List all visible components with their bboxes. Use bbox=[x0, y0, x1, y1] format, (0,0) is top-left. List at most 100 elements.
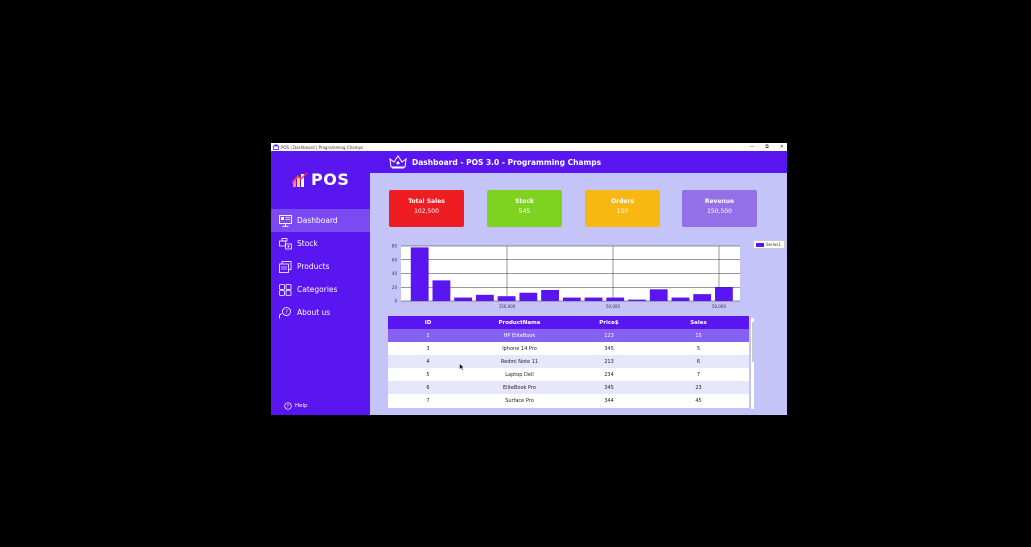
chart-bar bbox=[432, 280, 451, 301]
cell-id: 3 bbox=[426, 345, 430, 352]
table-row[interactable]: 7 Surface Pro 344 45 bbox=[388, 394, 749, 407]
column-header-price[interactable]: Price$ bbox=[599, 319, 619, 326]
sidebar-item-categories[interactable]: Categories bbox=[271, 278, 370, 301]
sidebar-item-stock[interactable]: Stock bbox=[271, 232, 370, 255]
card-value: 150 bbox=[616, 208, 629, 215]
table-header: ID ProductName Price$ Sales bbox=[388, 316, 749, 329]
cell-price: 213 bbox=[604, 358, 614, 365]
cell-id: 4 bbox=[426, 358, 430, 365]
chart-bar bbox=[562, 297, 581, 301]
sidebar-nav: Dashboard Stock Products Categories bbox=[271, 209, 370, 324]
svg-text:?: ? bbox=[287, 404, 290, 410]
chart-bar bbox=[693, 294, 712, 301]
cell-sales: 5 bbox=[696, 345, 701, 352]
chart-bar bbox=[671, 297, 690, 301]
chart-bar bbox=[454, 297, 473, 301]
chart-bar bbox=[410, 247, 429, 301]
cell-productname: HP EliteBook bbox=[503, 332, 536, 339]
card-value: 102,500 bbox=[414, 208, 439, 215]
chart-bar bbox=[497, 296, 516, 301]
stock-icon bbox=[278, 237, 292, 251]
help-icon: ? bbox=[284, 402, 292, 410]
table-row[interactable]: 4 Redmi Note 11 213 6 bbox=[388, 355, 749, 368]
minimize-button[interactable]: — bbox=[749, 144, 755, 150]
dashboard-icon bbox=[278, 214, 292, 228]
chart-y-tick-label: 40 bbox=[392, 271, 398, 276]
products-table[interactable]: ID ProductName Price$ Sales 2 HP EliteBo… bbox=[388, 316, 749, 408]
cell-sales: 23 bbox=[695, 384, 702, 391]
chart-y-tick-label: 20 bbox=[392, 285, 398, 290]
cell-productname: Laptop Dell bbox=[505, 371, 534, 378]
svg-text:?: ? bbox=[285, 309, 288, 315]
column-header-productname[interactable]: ProductName bbox=[498, 319, 541, 326]
table-scrollbar[interactable] bbox=[751, 318, 754, 409]
page-title: Dashboard - POS 3.0 - Programming Champs bbox=[412, 157, 602, 167]
scrollbar-thumb[interactable] bbox=[752, 322, 754, 362]
cell-price: 344 bbox=[604, 397, 614, 404]
maximize-button[interactable]: ⧉ bbox=[765, 144, 769, 150]
card-total-sales: Total Sales 102,500 bbox=[389, 190, 464, 227]
cell-id: 6 bbox=[426, 384, 430, 391]
chart-bar bbox=[541, 290, 559, 301]
logo-icon bbox=[291, 171, 308, 187]
mouse-cursor bbox=[459, 363, 465, 371]
card-title: Stock bbox=[515, 198, 534, 205]
title-bar: POS | Dashboard | Programming Champs — ⧉… bbox=[271, 143, 787, 151]
cell-sales: 7 bbox=[696, 371, 701, 378]
sidebar-item-products[interactable]: Products bbox=[271, 255, 370, 278]
about-icon: ? bbox=[278, 306, 292, 320]
chart-x-tick-label: 50,000 bbox=[712, 304, 726, 309]
sidebar-item-label: Categories bbox=[297, 285, 338, 294]
card-title: Total Sales bbox=[408, 198, 445, 205]
table-row[interactable]: 3 Iphone 14 Pro 345 5 bbox=[388, 342, 749, 355]
card-orders: Orders 150 bbox=[585, 190, 660, 227]
card-value: 545 bbox=[518, 208, 531, 215]
sales-bar-chart: 0 20 40 60 80 150,000 50,000 50,000 bbox=[392, 244, 740, 309]
chart-y-tick-label: 80 bbox=[392, 244, 398, 249]
sidebar-item-label: Products bbox=[297, 262, 330, 271]
sidebar-item-dashboard[interactable]: Dashboard bbox=[271, 209, 370, 232]
cell-productname: Surface Pro bbox=[505, 397, 534, 404]
sidebar-item-label: Dashboard bbox=[297, 216, 338, 225]
app-icon bbox=[273, 144, 279, 150]
card-title: Orders bbox=[611, 198, 634, 205]
logo-text: POS bbox=[311, 170, 350, 189]
help-link[interactable]: ? Help bbox=[284, 402, 308, 410]
legend-swatch bbox=[756, 242, 764, 247]
cell-price: 123 bbox=[604, 332, 614, 339]
chart-bar bbox=[475, 294, 494, 301]
close-button[interactable]: ✕ bbox=[779, 144, 784, 150]
help-label: Help bbox=[295, 403, 308, 409]
chart-bar bbox=[606, 297, 625, 301]
chart-legend: Series1 bbox=[753, 240, 785, 249]
cell-price: 345 bbox=[604, 345, 614, 352]
card-revenue: Revenue 150,500 bbox=[682, 190, 757, 227]
column-header-id[interactable]: ID bbox=[424, 319, 432, 326]
column-header-sales[interactable]: Sales bbox=[690, 319, 707, 326]
chart-bar bbox=[715, 287, 733, 301]
table-row[interactable]: 6 EliteBook Pro 345 23 bbox=[388, 381, 749, 394]
window-title: POS | Dashboard | Programming Champs bbox=[281, 144, 364, 150]
cell-id: 2 bbox=[426, 332, 430, 339]
cell-productname: Iphone 14 Pro bbox=[502, 345, 537, 352]
products-icon bbox=[278, 260, 292, 274]
sidebar-item-about[interactable]: ? About us bbox=[271, 301, 370, 324]
cell-sales: 45 bbox=[695, 397, 702, 404]
cell-price: 345 bbox=[604, 384, 614, 391]
dashboard-content: Total Sales 102,500 Stock 545 Orders 150… bbox=[370, 173, 787, 415]
table-row[interactable]: 5 Laptop Dell 234 7 bbox=[388, 368, 749, 381]
sidebar-item-label: About us bbox=[297, 308, 331, 317]
app-window: POS | Dashboard | Programming Champs — ⧉… bbox=[271, 143, 787, 415]
cell-productname: Redmi Note 11 bbox=[500, 358, 539, 365]
crown-icon bbox=[389, 155, 407, 169]
cell-productname: EliteBook Pro bbox=[503, 384, 536, 391]
header-bar: Dashboard - POS 3.0 - Programming Champs bbox=[370, 151, 787, 173]
cell-sales: 15 bbox=[695, 332, 702, 339]
cell-id: 5 bbox=[426, 371, 430, 378]
chart-y-tick-label: 0 bbox=[394, 299, 397, 304]
card-value: 150,500 bbox=[707, 208, 732, 215]
chart-x-tick-label: 150,000 bbox=[499, 304, 516, 309]
chart-bar bbox=[628, 299, 646, 301]
cell-price: 234 bbox=[604, 371, 614, 378]
table-row[interactable]: 2 HP EliteBook 123 15 bbox=[388, 329, 749, 342]
